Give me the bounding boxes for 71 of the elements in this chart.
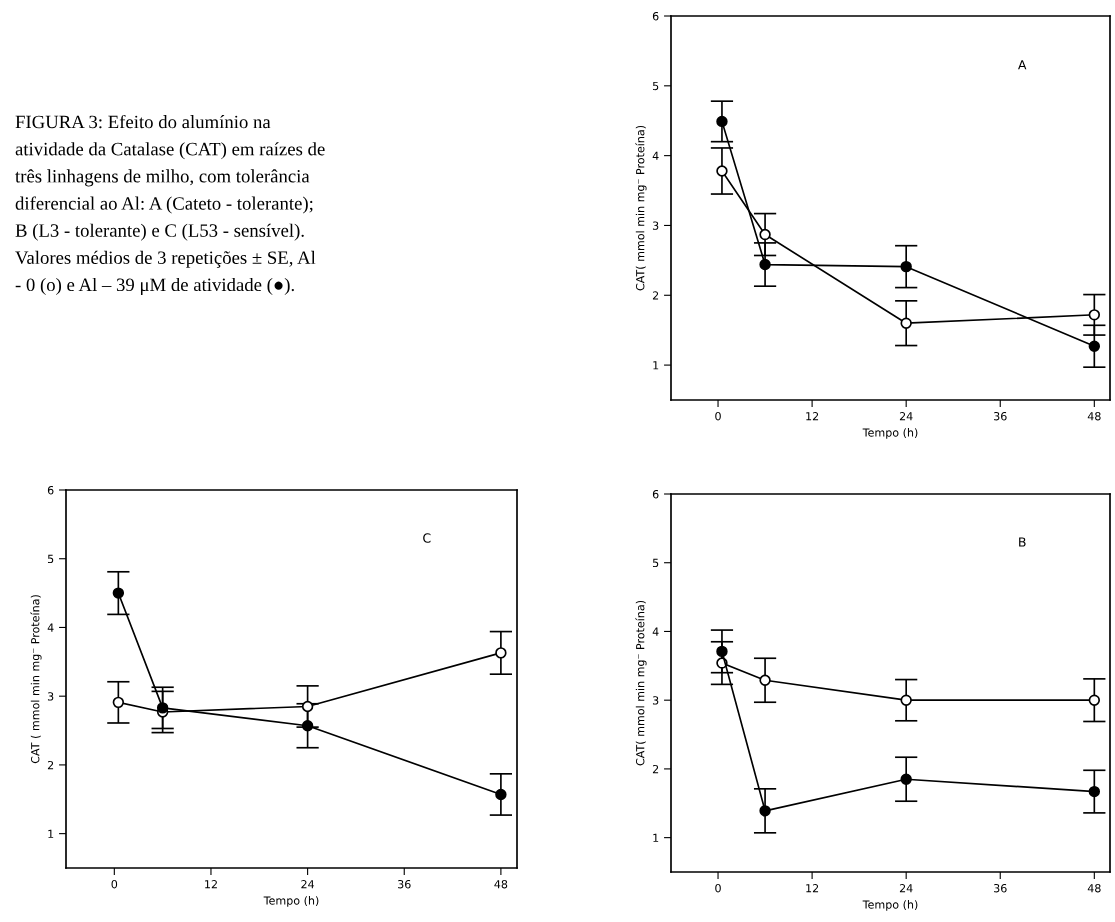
point: [1088, 340, 1101, 352]
annotation: C: [423, 533, 431, 543]
x-axis-title: Tempo (h): [263, 896, 319, 907]
x-axis-title: Tempo (h): [862, 428, 918, 439]
x-tick-label: 36: [994, 412, 1007, 421]
point: [495, 647, 507, 659]
y-tick-label: 6: [652, 11, 659, 21]
x-tick-label: 36: [398, 880, 411, 889]
point: [716, 165, 728, 177]
x-tick-label: 0: [111, 880, 118, 889]
x-tick-label: 48: [494, 880, 508, 889]
point: [759, 805, 771, 817]
point: [1088, 694, 1101, 706]
x-tick-label: 36: [994, 884, 1007, 893]
y-tick-label: 2: [47, 760, 54, 770]
y-tick-label: 5: [652, 558, 659, 568]
x-tick-label: 0: [715, 412, 721, 421]
point: [1088, 785, 1101, 798]
x-tick-label: 24: [899, 884, 913, 893]
x-tick-label: 48: [1087, 884, 1101, 893]
point: [301, 720, 314, 732]
y-tick-label: 1: [653, 361, 659, 370]
y-tick-label: 4: [652, 151, 659, 160]
y-tick-label: 6: [47, 485, 54, 495]
point: [716, 645, 728, 658]
x-tick-label: 0: [715, 884, 721, 893]
text: diferencial ao Al: A (Cateto - tolerante);: [15, 196, 313, 214]
point: [759, 674, 771, 686]
text: B (L3 - tolerante) e C (L53 - sensível).: [15, 223, 304, 241]
y-axis-title: CAT( mmol min mg⁻ Proteína): [635, 125, 647, 291]
y-tick-label: 3: [652, 221, 659, 230]
y-tick-label: 6: [652, 489, 659, 499]
x-tick-label: 12: [806, 412, 819, 421]
point: [716, 115, 728, 128]
point: [900, 260, 912, 273]
x-tick-label: 48: [1087, 412, 1101, 421]
point: [900, 317, 912, 329]
y-axis-title: CAT( mmol min mg⁻ Proteína): [635, 600, 647, 766]
point: [900, 694, 912, 706]
y-tick-label: 5: [652, 81, 659, 91]
point: [759, 228, 771, 241]
point: [1088, 309, 1101, 321]
y-tick-label: 4: [652, 627, 659, 636]
point: [900, 773, 912, 785]
point: [112, 587, 125, 599]
y-tick-label: 4: [47, 623, 54, 632]
y-tick-label: 3: [47, 692, 54, 701]
text: atividade da Catalase (CAT) em raízes de: [15, 142, 325, 160]
text: três linhagens de milho, com tolerância: [15, 169, 310, 187]
y-tick-label: 3: [652, 696, 659, 705]
y-axis-title: CAT ( mmol min mg⁻ Proteína): [30, 595, 42, 764]
text: Valores médios de 3 repetições ± SE, Al: [15, 250, 316, 268]
y-tick-label: 5: [47, 554, 54, 564]
x-tick-label: 12: [205, 880, 217, 889]
point: [495, 788, 507, 801]
text: FIGURA 3: Efeito do alumínio na: [15, 114, 271, 129]
text: - 0 (o) e Al – 39 μM de atividade (●).: [15, 277, 294, 295]
annotation: B: [1019, 537, 1026, 547]
y-tick-label: 2: [652, 764, 659, 774]
y-tick-label: 1: [653, 833, 659, 842]
x-tick-label: 24: [899, 412, 913, 421]
y-tick-label: 2: [652, 291, 659, 300]
point: [156, 702, 169, 714]
annotation: A: [1018, 60, 1027, 70]
point: [759, 258, 771, 271]
point: [301, 700, 314, 713]
point: [112, 696, 125, 709]
y-tick-label: 1: [48, 829, 54, 838]
x-tick-label: 24: [301, 880, 315, 889]
x-tick-label: 12: [806, 884, 819, 893]
x-axis-title: Tempo (h): [862, 900, 918, 911]
